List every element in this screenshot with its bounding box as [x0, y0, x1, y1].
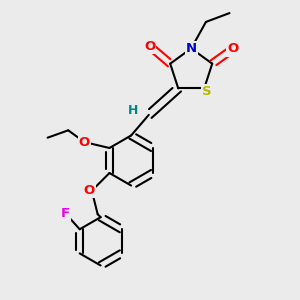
Text: O: O [83, 184, 94, 197]
Text: N: N [186, 42, 197, 55]
Text: H: H [128, 104, 138, 117]
Text: O: O [144, 40, 155, 52]
Text: F: F [60, 207, 70, 220]
Text: S: S [202, 85, 212, 98]
Text: O: O [79, 136, 90, 148]
Text: O: O [227, 43, 238, 56]
